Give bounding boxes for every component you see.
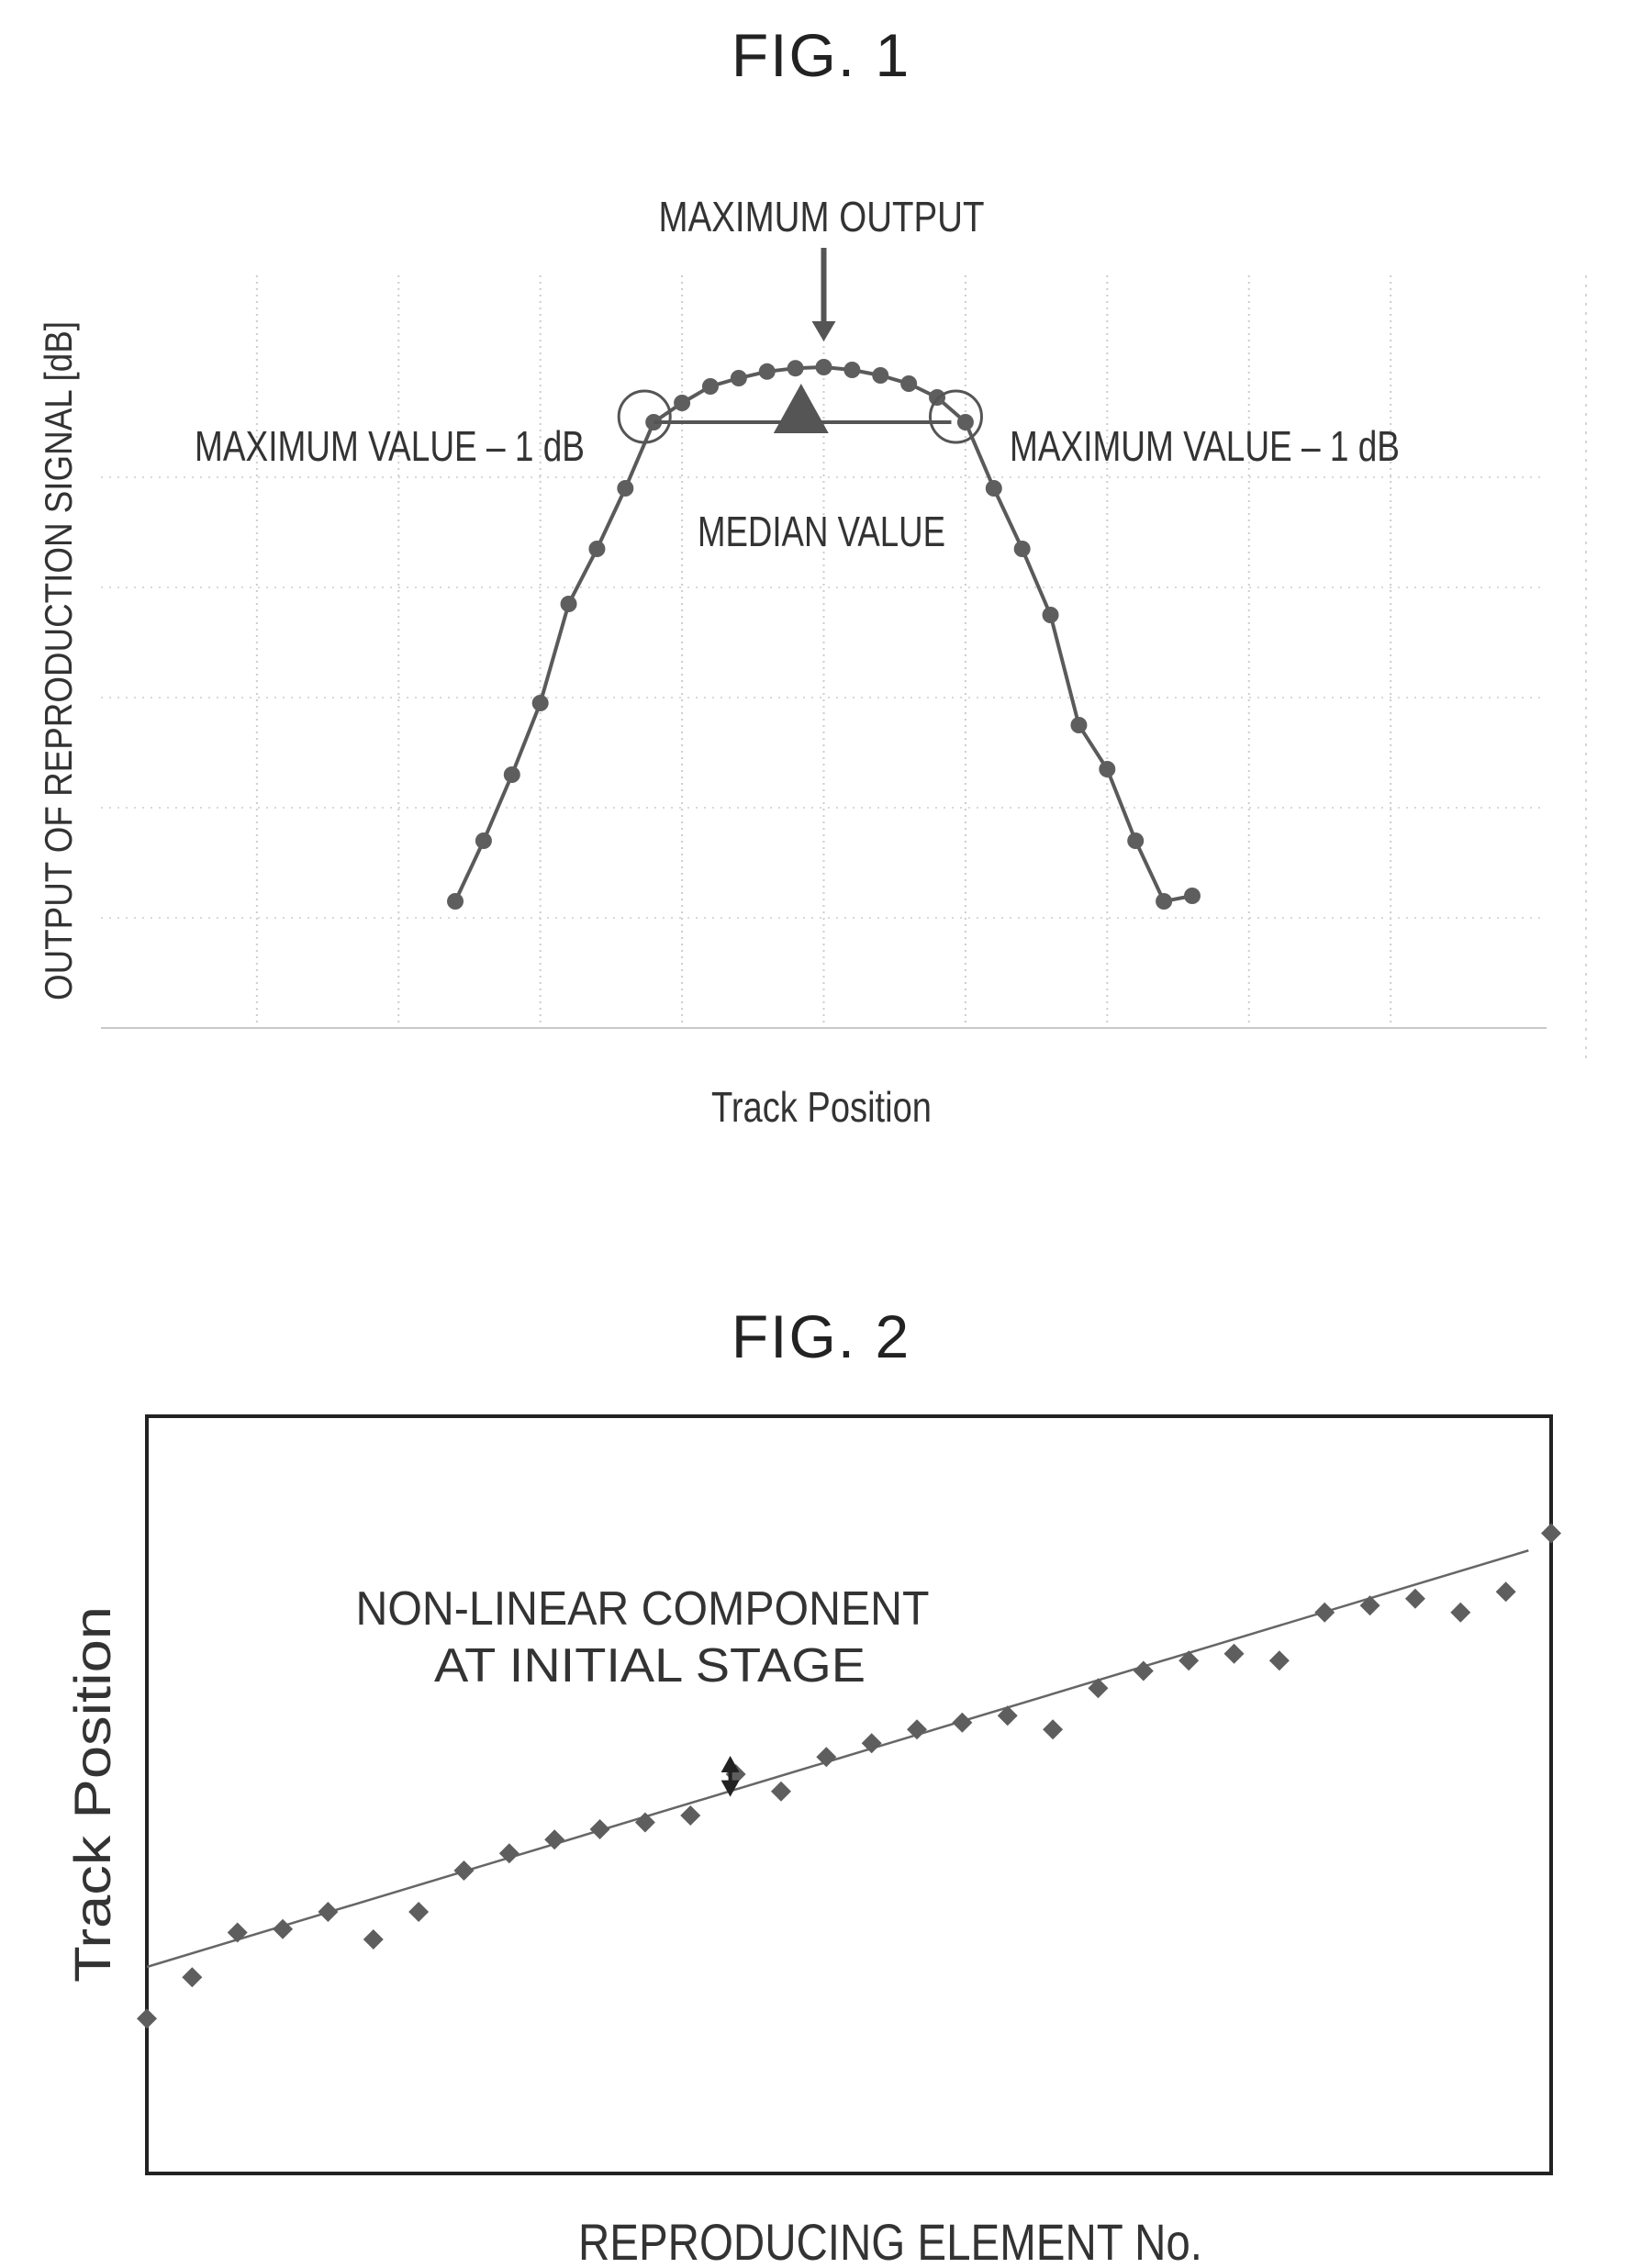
- figure-1-data-point: [475, 832, 492, 849]
- figure-1-data-point: [758, 363, 776, 380]
- figure-1-data-point: [1042, 607, 1059, 623]
- figure-1-data-point: [985, 480, 1002, 497]
- figure-2-data-point: [227, 1922, 248, 1943]
- figure-1-data-point: [1127, 832, 1145, 849]
- figure-2-data-point: [1359, 1595, 1380, 1616]
- figure-2-y-axis-label: Track Position: [63, 1606, 121, 1983]
- median-value-label: MEDIAN VALUE: [698, 508, 945, 555]
- figure-1-points: [447, 359, 1201, 910]
- figure-2-data-point: [1043, 1719, 1064, 1740]
- figure-2-data-point: [1268, 1650, 1290, 1671]
- figure-2-data-point: [1314, 1602, 1335, 1623]
- figure-1-data-point: [674, 395, 691, 411]
- figure-2-data-point: [1088, 1678, 1109, 1699]
- figure-1-data-point: [701, 378, 719, 395]
- figure-1-data-point: [588, 541, 606, 557]
- figure-1-data-point: [1070, 717, 1088, 733]
- figure-2-data-point: [1404, 1588, 1425, 1609]
- figure-2-data-point: [861, 1733, 882, 1754]
- threshold-circle-left-icon: [617, 389, 672, 444]
- figure-2-data-point: [408, 1902, 430, 1922]
- figure-2-data-point: [1495, 1581, 1516, 1603]
- figure-1-data-point: [956, 414, 974, 430]
- figure-2-points: [137, 1523, 1561, 2029]
- figure-2-data-point: [589, 1819, 610, 1839]
- figure-2-data-point: [453, 1860, 475, 1881]
- figure-2-data-point: [363, 1929, 384, 1950]
- figure-1-data-point: [815, 359, 832, 375]
- figure-1-data-point: [843, 362, 861, 378]
- max-value-minus-label-left: MAXIMUM VALUE – 1 dB: [195, 422, 585, 470]
- nonlinear-label-line-2: AT INITIAL STAGE: [434, 1639, 866, 1693]
- threshold-circle-right-icon: [928, 389, 983, 444]
- figure-2-data-point: [1133, 1660, 1154, 1681]
- figure-2-data-point: [544, 1829, 565, 1850]
- figure-2-data-point: [634, 1812, 655, 1833]
- figure-1-data-point: [872, 367, 889, 384]
- figure-2-data-point: [498, 1843, 519, 1864]
- figure-1-x-axis-label: Track Position: [711, 1083, 932, 1131]
- figure-2-data-point: [273, 1918, 294, 1939]
- figure-2-data-point: [680, 1805, 701, 1826]
- figure-2-data-point: [816, 1747, 837, 1768]
- figure-2-chart: NON-LINEAR COMPONENT AT INITIAL STAGE RE…: [63, 1414, 1561, 2268]
- maximum-output-label: MAXIMUM OUTPUT: [659, 193, 985, 240]
- figure-1-data-point: [900, 375, 918, 392]
- figure-2-data-point: [997, 1705, 1018, 1726]
- figure-2-title: FIG. 2: [731, 1302, 911, 1370]
- figure-1-data-point: [560, 596, 577, 612]
- figure-2-data-point: [318, 1902, 339, 1922]
- figure-1-data-point: [617, 480, 634, 497]
- figure-2-data-point: [770, 1781, 791, 1802]
- figure-1-title: FIG. 1: [731, 21, 911, 89]
- figure-1-data-point: [1156, 893, 1173, 910]
- figure-1-y-axis-label: OUTPUT OF REPRODUCTION SIGNAL [dB]: [37, 321, 80, 1000]
- figure-1-data-point: [787, 360, 804, 377]
- figure-1-data-point: [531, 695, 549, 711]
- figure-1-data-point: [447, 893, 464, 910]
- figure-2-data-point: [137, 2008, 157, 2029]
- maximum-output-arrow-icon: [811, 248, 836, 341]
- figure-2-plot-frame: [145, 1414, 1553, 2175]
- figure-2-data-point: [1178, 1650, 1200, 1671]
- nonlinear-double-arrow-icon: [720, 1756, 740, 1797]
- figure-1-data-point: [1013, 541, 1031, 557]
- figure-1-chart: MAXIMUM OUTPUT MAXIMUM VALUE – 1 dB MAXI…: [37, 193, 1587, 1131]
- figure-1-data-point: [730, 370, 747, 386]
- figure-2-data-point: [1541, 1523, 1561, 1544]
- median-value-triangle-icon: [773, 384, 829, 433]
- figure-2-data-point: [952, 1712, 973, 1733]
- figure-1-grid: [101, 275, 1547, 1028]
- figure-2-x-axis-label: REPRODUCING ELEMENT No.: [578, 2213, 1202, 2268]
- figure-1-data-point: [503, 766, 520, 783]
- figure-2-data-point: [907, 1719, 928, 1740]
- figure-2-data-point: [182, 1967, 203, 1988]
- figure-1-data-point: [1099, 761, 1116, 777]
- figure-2-data-point: [1223, 1643, 1245, 1664]
- nonlinear-label-line-1: NON-LINEAR COMPONENT: [356, 1582, 930, 1636]
- max-value-minus-label-right: MAXIMUM VALUE – 1 dB: [1010, 422, 1400, 470]
- figure-1-data-point: [1183, 888, 1201, 904]
- figure-2-trendline: [146, 1549, 1529, 1969]
- figure-2-data-point: [1450, 1602, 1471, 1623]
